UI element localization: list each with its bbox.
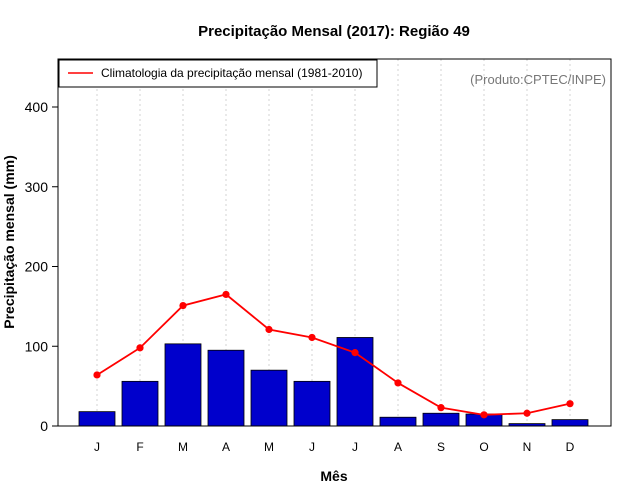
climatology-point-3: [222, 290, 230, 299]
climatology-line: [96, 293, 571, 416]
climatology-point-0: [93, 371, 101, 379]
chart-title: Precipitação Mensal (2017): Região 49: [198, 23, 470, 40]
climatology-point-7: [394, 379, 402, 387]
x-tick-label-3: A: [222, 440, 230, 454]
y-tick-label-2: 200: [25, 259, 49, 275]
x-tick-label-9: O: [479, 440, 488, 454]
x-tick-label-2: M: [178, 440, 188, 454]
climatology-point-4: [265, 325, 273, 334]
bar-7: [379, 416, 417, 427]
y-axis: 0 100 200 300 400: [25, 99, 58, 434]
climatology-point-5: [308, 333, 316, 342]
climatology-point-6: [351, 349, 359, 357]
bars: [78, 337, 589, 427]
bar-5: [293, 380, 331, 427]
legend-box: [58, 59, 378, 88]
bar-1: [121, 380, 159, 427]
bar-8: [422, 412, 460, 427]
y-tick-label-4: 400: [25, 99, 49, 115]
x-axis-title: Mês: [320, 468, 347, 484]
bar-11: [551, 419, 589, 427]
x-tick-label-8: S: [437, 440, 445, 454]
climatology-polyline: [96, 293, 571, 416]
x-tick-label-4: M: [264, 440, 274, 454]
bar-3: [207, 349, 245, 427]
x-tick-label-0: J: [94, 440, 100, 454]
climatology-points: [93, 290, 574, 419]
y-tick-label-0: 0: [40, 418, 48, 434]
x-tick-label-1: F: [136, 440, 143, 454]
x-tick-label-5: J: [309, 440, 315, 454]
x-tick-label-10: N: [523, 440, 532, 454]
y-axis-title: Precipitação mensal (mm): [1, 155, 17, 329]
x-tick-label-11: D: [566, 440, 575, 454]
climatology-point-9: [480, 411, 488, 419]
plot-frame: [57, 58, 612, 427]
bar-2: [164, 343, 202, 427]
climatology-point-11: [566, 400, 574, 408]
legend-label: Climatologia da precipitação mensal (198…: [101, 66, 362, 80]
climatology-point-1: [136, 344, 144, 352]
legend: Climatologia da precipitação mensal (198…: [58, 59, 378, 88]
y-tick-label-3: 300: [25, 179, 49, 195]
climatology-point-2: [179, 301, 187, 310]
x-tick-label-6: J: [352, 440, 358, 454]
bar-0: [78, 411, 116, 427]
x-tick-label-7: A: [394, 440, 402, 454]
credit-text: (Produto:CPTEC/INPE): [470, 72, 606, 87]
climatology-point-10: [523, 409, 531, 417]
bar-4: [250, 369, 288, 427]
y-tick-label-1: 100: [25, 338, 49, 354]
climatology-point-8: [437, 404, 445, 412]
